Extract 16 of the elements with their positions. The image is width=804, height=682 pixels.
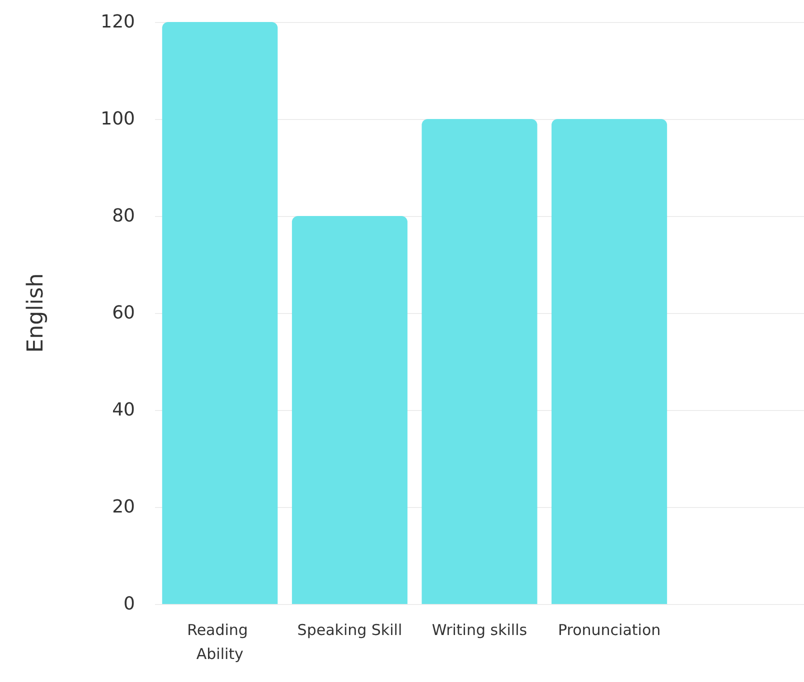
y-tick-label: 80: [112, 206, 135, 226]
x-tick-label: Reading Ability: [187, 621, 253, 663]
x-tick-label: Speaking Skill: [297, 621, 402, 639]
y-tick-label: 100: [100, 108, 135, 130]
x-tick-label: Writing skills: [432, 621, 528, 639]
bar: [422, 119, 538, 604]
y-tick-label: 20: [112, 496, 135, 518]
bar: [552, 119, 668, 604]
bar: [292, 216, 408, 604]
y-tick-label: 120: [100, 12, 135, 32]
y-tick-label: 0: [124, 594, 135, 614]
x-tick-label: Pronunciation: [558, 621, 661, 639]
y-axis-title: English: [24, 273, 48, 353]
y-tick-label: 40: [112, 400, 135, 420]
bar: [162, 22, 278, 604]
y-tick-label: 60: [112, 302, 135, 324]
